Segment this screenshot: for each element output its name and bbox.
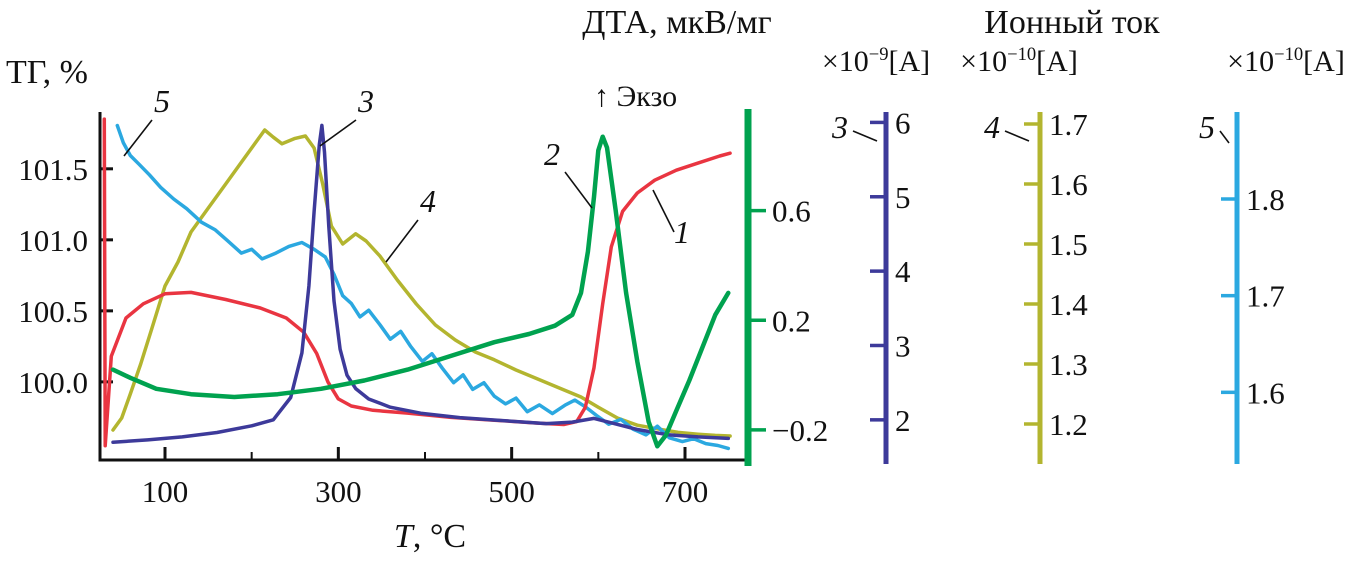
curve-5 xyxy=(115,123,731,451)
curve-label-2: 2 xyxy=(544,136,560,172)
curve-1 xyxy=(102,117,732,448)
leader-line xyxy=(564,171,593,209)
curve-4 xyxy=(111,128,732,438)
ion-tick-label: 1.3 xyxy=(1049,347,1088,382)
x-tick-label: 500 xyxy=(488,474,535,509)
leader-line xyxy=(123,119,153,157)
dta-tick-label: 0.6 xyxy=(772,194,811,229)
unit-prefix: ×10 xyxy=(960,45,1008,78)
ion-tick-label: 1.6 xyxy=(1049,167,1088,202)
x-tick-label: 700 xyxy=(662,474,709,509)
unit-exponent: −10 xyxy=(1274,44,1304,65)
unit-suffix: [A] xyxy=(1036,45,1078,78)
ion-tick-label: 5 xyxy=(895,180,911,215)
curve-label-4: 4 xyxy=(984,109,1000,145)
unit-prefix: ×10 xyxy=(821,45,869,78)
leader-line xyxy=(319,119,357,147)
leader-line xyxy=(1004,130,1030,142)
curve-label-5: 5 xyxy=(1199,109,1215,145)
ion-tick-label: 1.2 xyxy=(1049,407,1088,442)
leader-line xyxy=(852,130,878,142)
ion-tick-label: 1.6 xyxy=(1246,375,1285,410)
x-axis-variable: T xyxy=(393,518,413,555)
ion-tick-label: 6 xyxy=(895,105,911,140)
ion-current-title: Ионный ток xyxy=(984,4,1160,41)
leader-line xyxy=(1219,130,1230,144)
curve-3 xyxy=(111,123,731,444)
curve-label-5: 5 xyxy=(154,83,170,119)
tg-axis-title: ТГ, % xyxy=(6,54,88,91)
x-tick-label: 300 xyxy=(315,474,362,509)
ion-axis5-unit: ×10−10[A] xyxy=(1216,44,1352,79)
leader-line xyxy=(385,219,419,263)
ion-tick-label: 1.8 xyxy=(1246,182,1285,217)
x-axis-unit: , °C xyxy=(412,518,467,555)
curve-label-1: 1 xyxy=(674,214,690,250)
tg-tick-label: 100.5 xyxy=(18,294,88,329)
ion-tick-label: 1.7 xyxy=(1049,107,1088,142)
plot-axes xyxy=(98,112,745,462)
leader-line xyxy=(652,189,675,233)
ion-tick-label: 3 xyxy=(895,328,911,363)
dta-axis-title: ДТА, мкВ/мг xyxy=(582,4,772,41)
dta-tick-label: 0.2 xyxy=(772,303,811,338)
ion-tick-label: 1.4 xyxy=(1049,287,1088,322)
exo-annotation: ↑ Экзо xyxy=(594,80,678,113)
unit-suffix: [A] xyxy=(888,45,931,78)
curve-label-4: 4 xyxy=(420,183,436,219)
ion-tick-label: 4 xyxy=(895,254,911,289)
ion-axis4-unit: ×10−10[A] xyxy=(944,44,1094,79)
ion-tick-label: 2 xyxy=(895,403,911,438)
tg-tick-label: 101.0 xyxy=(18,223,88,258)
curve-2 xyxy=(110,134,731,449)
unit-exponent: −9 xyxy=(868,44,889,65)
ion-tick-label: 1.5 xyxy=(1049,227,1088,262)
unit-prefix: ×10 xyxy=(1227,45,1275,78)
curve-label-3: 3 xyxy=(357,83,374,119)
curve-label-3: 3 xyxy=(831,109,848,145)
unit-suffix: [A] xyxy=(1303,45,1345,78)
tg-tick-label: 101.5 xyxy=(18,152,88,187)
x-tick-label: 100 xyxy=(142,474,189,509)
ion-axis3-unit: ×10−9[A] xyxy=(806,44,946,79)
unit-exponent: −10 xyxy=(1007,44,1037,65)
ion-tick-label: 1.7 xyxy=(1246,279,1285,314)
x-axis-title: T, °C xyxy=(340,518,520,556)
dta-tick-label: −0.2 xyxy=(772,413,828,448)
tg-tick-label: 100.0 xyxy=(18,365,88,400)
